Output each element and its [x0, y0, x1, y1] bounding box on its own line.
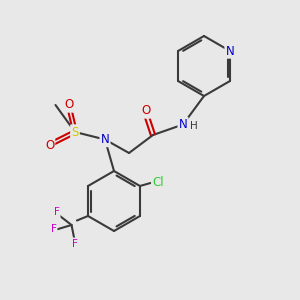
Text: Cl: Cl: [152, 176, 164, 190]
Text: S: S: [71, 125, 79, 139]
Text: F: F: [51, 224, 56, 235]
Text: F: F: [72, 238, 77, 249]
Text: N: N: [178, 118, 188, 131]
Text: F: F: [54, 207, 59, 218]
Text: N: N: [226, 44, 234, 58]
Text: O: O: [141, 104, 150, 118]
Text: O: O: [45, 139, 54, 152]
Text: N: N: [100, 133, 109, 146]
Text: O: O: [64, 98, 74, 112]
Text: H: H: [190, 121, 197, 131]
